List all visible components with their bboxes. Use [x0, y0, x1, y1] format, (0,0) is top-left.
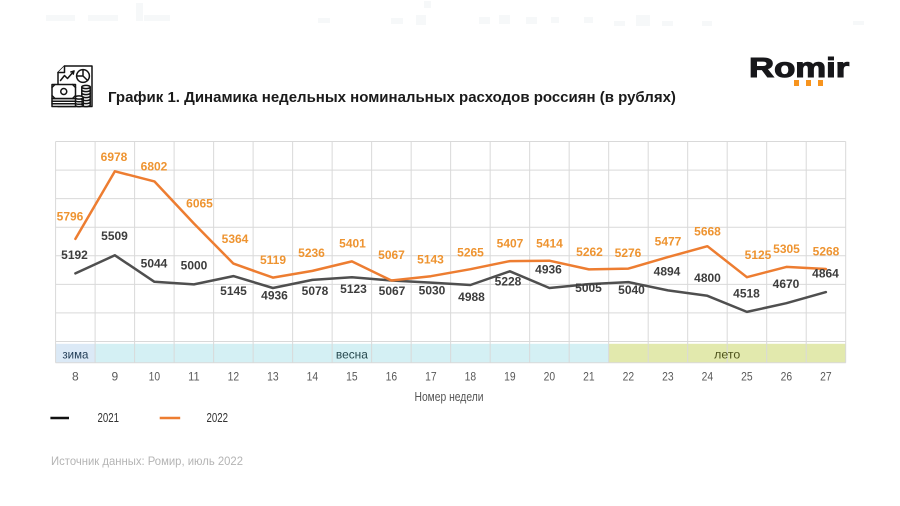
- svg-text:Номер недели: Номер недели: [415, 389, 484, 404]
- svg-text:4936: 4936: [261, 289, 288, 303]
- svg-text:19: 19: [504, 370, 516, 384]
- svg-text:весна: весна: [336, 347, 368, 361]
- svg-text:11: 11: [188, 370, 200, 384]
- svg-text:6065: 6065: [186, 197, 213, 211]
- svg-text:5265: 5265: [457, 246, 484, 260]
- svg-text:8: 8: [72, 370, 79, 384]
- svg-text:4800: 4800: [694, 271, 721, 285]
- svg-text:24: 24: [702, 370, 714, 384]
- svg-text:5040: 5040: [618, 283, 645, 297]
- svg-text:14: 14: [307, 370, 319, 384]
- svg-text:5364: 5364: [222, 232, 249, 246]
- svg-text:5030: 5030: [419, 284, 446, 298]
- svg-text:5228: 5228: [495, 275, 522, 289]
- svg-text:4670: 4670: [773, 277, 800, 291]
- svg-text:5796: 5796: [57, 210, 84, 224]
- svg-text:17: 17: [425, 370, 437, 384]
- svg-text:4936: 4936: [535, 263, 562, 277]
- svg-text:15: 15: [346, 370, 358, 384]
- svg-text:18: 18: [465, 370, 477, 384]
- svg-text:12: 12: [228, 370, 240, 384]
- svg-text:5145: 5145: [220, 284, 247, 298]
- svg-text:5000: 5000: [181, 259, 208, 273]
- svg-text:4894: 4894: [654, 265, 681, 279]
- svg-text:5276: 5276: [615, 246, 642, 260]
- svg-text:5005: 5005: [575, 281, 602, 295]
- svg-text:лето: лето: [714, 347, 740, 361]
- svg-text:4988: 4988: [458, 290, 485, 304]
- svg-text:5192: 5192: [61, 248, 88, 262]
- svg-text:5119: 5119: [260, 253, 286, 267]
- svg-text:5401: 5401: [339, 237, 366, 251]
- svg-text:2022: 2022: [207, 411, 229, 425]
- svg-text:16: 16: [386, 370, 398, 384]
- svg-text:5067: 5067: [379, 284, 406, 298]
- svg-text:4864: 4864: [812, 267, 839, 281]
- svg-text:25: 25: [741, 370, 753, 384]
- svg-text:2021: 2021: [98, 411, 120, 425]
- svg-text:5236: 5236: [298, 246, 325, 260]
- svg-text:23: 23: [662, 370, 674, 384]
- svg-text:5125: 5125: [745, 248, 772, 262]
- svg-text:5414: 5414: [536, 237, 563, 251]
- svg-text:10: 10: [149, 370, 161, 384]
- svg-text:5078: 5078: [302, 284, 329, 298]
- svg-text:5668: 5668: [694, 225, 721, 239]
- svg-text:5143: 5143: [417, 253, 444, 267]
- svg-text:21: 21: [583, 370, 595, 384]
- svg-text:5262: 5262: [576, 245, 603, 259]
- svg-text:27: 27: [820, 370, 832, 384]
- svg-text:9: 9: [112, 370, 119, 384]
- svg-text:22: 22: [623, 370, 635, 384]
- svg-text:зима: зима: [62, 347, 88, 361]
- svg-text:5305: 5305: [773, 242, 800, 256]
- svg-text:4518: 4518: [733, 287, 760, 301]
- svg-text:5477: 5477: [655, 235, 682, 249]
- svg-text:Источник данных: Ромир, июль 2: Источник данных: Ромир, июль 2022: [51, 454, 243, 468]
- svg-text:26: 26: [781, 370, 793, 384]
- svg-text:5268: 5268: [813, 245, 840, 259]
- svg-text:20: 20: [544, 370, 556, 384]
- svg-text:5407: 5407: [497, 237, 524, 251]
- svg-text:6802: 6802: [141, 160, 168, 174]
- svg-text:13: 13: [267, 370, 279, 384]
- svg-text:5044: 5044: [141, 257, 168, 271]
- svg-text:6978: 6978: [101, 150, 128, 164]
- svg-text:5067: 5067: [378, 248, 405, 262]
- svg-text:5123: 5123: [340, 282, 367, 296]
- svg-text:5509: 5509: [101, 229, 128, 243]
